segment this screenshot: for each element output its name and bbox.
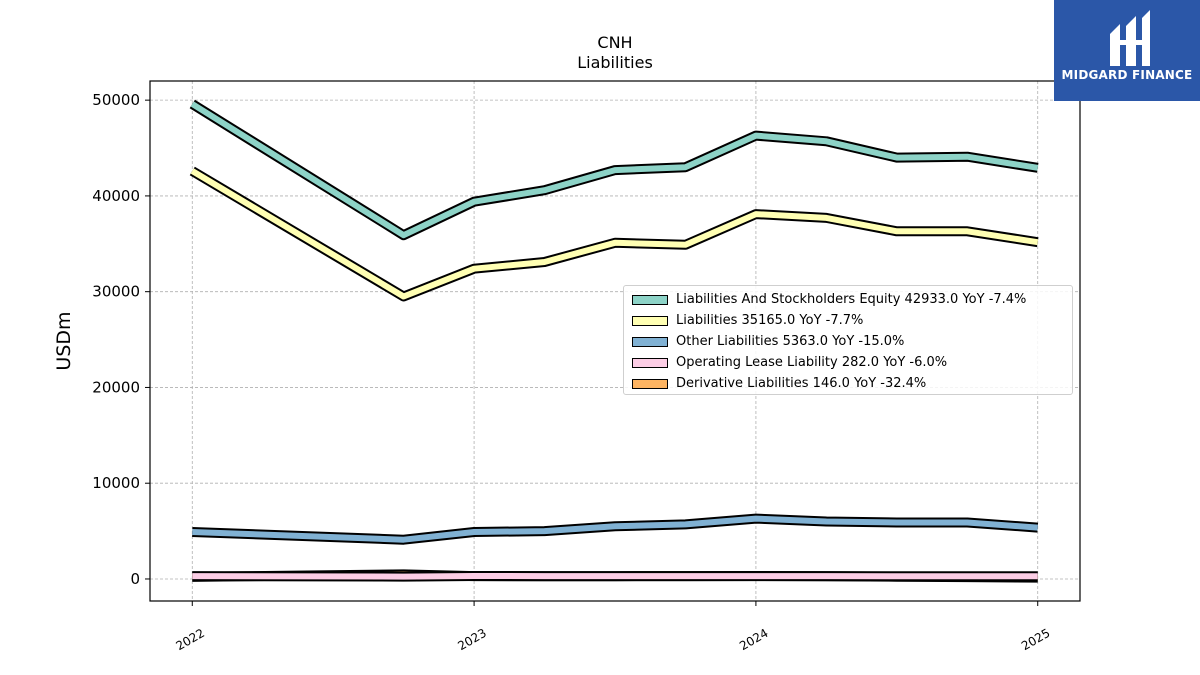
series-line — [190, 101, 1039, 239]
series-lines — [189, 99, 1039, 583]
legend-entry: Liabilities 35165.0 YoY -7.7% — [632, 310, 1064, 331]
y-tick-label: 0 — [130, 570, 140, 588]
legend-swatch — [632, 336, 668, 347]
y-axis-label: USDm — [53, 311, 75, 370]
y-tick-label: 10000 — [92, 474, 140, 492]
legend-entry: Other Liabilities 5363.0 YoY -15.0% — [632, 331, 1064, 352]
legend-label: Liabilities 35165.0 YoY -7.7% — [676, 313, 864, 328]
y-tick-label: 30000 — [92, 283, 140, 301]
series-operating-lease-liability — [192, 571, 1038, 582]
series-liabilities-and-stockholders-equity — [189, 99, 1039, 241]
x-axis: 2022 2023 2024 2025 — [174, 601, 1052, 653]
y-axis: 0 10000 20000 30000 40000 50000 — [92, 91, 150, 588]
legend-entry: Operating Lease Liability 282.0 YoY -6.0… — [632, 352, 1064, 373]
chart-title: CNH — [597, 33, 633, 52]
logo-mark-icon — [1110, 10, 1150, 66]
plot-frame — [149, 80, 1081, 602]
legend-swatch — [632, 357, 668, 368]
legend: Liabilities And Stockholders Equity 4293… — [623, 285, 1073, 395]
legend-entry: Derivative Liabilities 146.0 YoY -32.4% — [632, 373, 1064, 394]
series-liabilities — [189, 166, 1039, 302]
x-tick-label: 2023 — [455, 626, 488, 653]
legend-swatch — [632, 378, 668, 389]
series-line — [192, 573, 1038, 580]
legend-label: Operating Lease Liability 282.0 YoY -6.0… — [676, 355, 948, 370]
x-tick-label: 2022 — [174, 626, 207, 653]
chart-subtitle: Liabilities — [577, 53, 653, 72]
legend-swatch — [632, 294, 668, 305]
series-line — [192, 515, 1038, 543]
y-tick-label: 40000 — [92, 187, 140, 205]
legend-entry: Liabilities And Stockholders Equity 4293… — [632, 289, 1064, 310]
series-other-liabilities — [192, 513, 1039, 545]
series-line — [190, 168, 1039, 300]
x-tick-label: 2025 — [1019, 626, 1052, 653]
brand-name: MIDGARD FINANCE — [1061, 68, 1193, 82]
brand-logo: MIDGARD FINANCE — [1054, 0, 1200, 101]
legend-swatch — [632, 315, 668, 326]
legend-label: Derivative Liabilities 146.0 YoY -32.4% — [676, 376, 927, 391]
y-tick-label: 50000 — [92, 91, 140, 109]
legend-label: Other Liabilities 5363.0 YoY -15.0% — [676, 334, 905, 349]
x-tick-label: 2024 — [737, 626, 770, 653]
legend-label: Liabilities And Stockholders Equity 4293… — [676, 292, 1027, 307]
y-tick-label: 20000 — [92, 378, 140, 396]
